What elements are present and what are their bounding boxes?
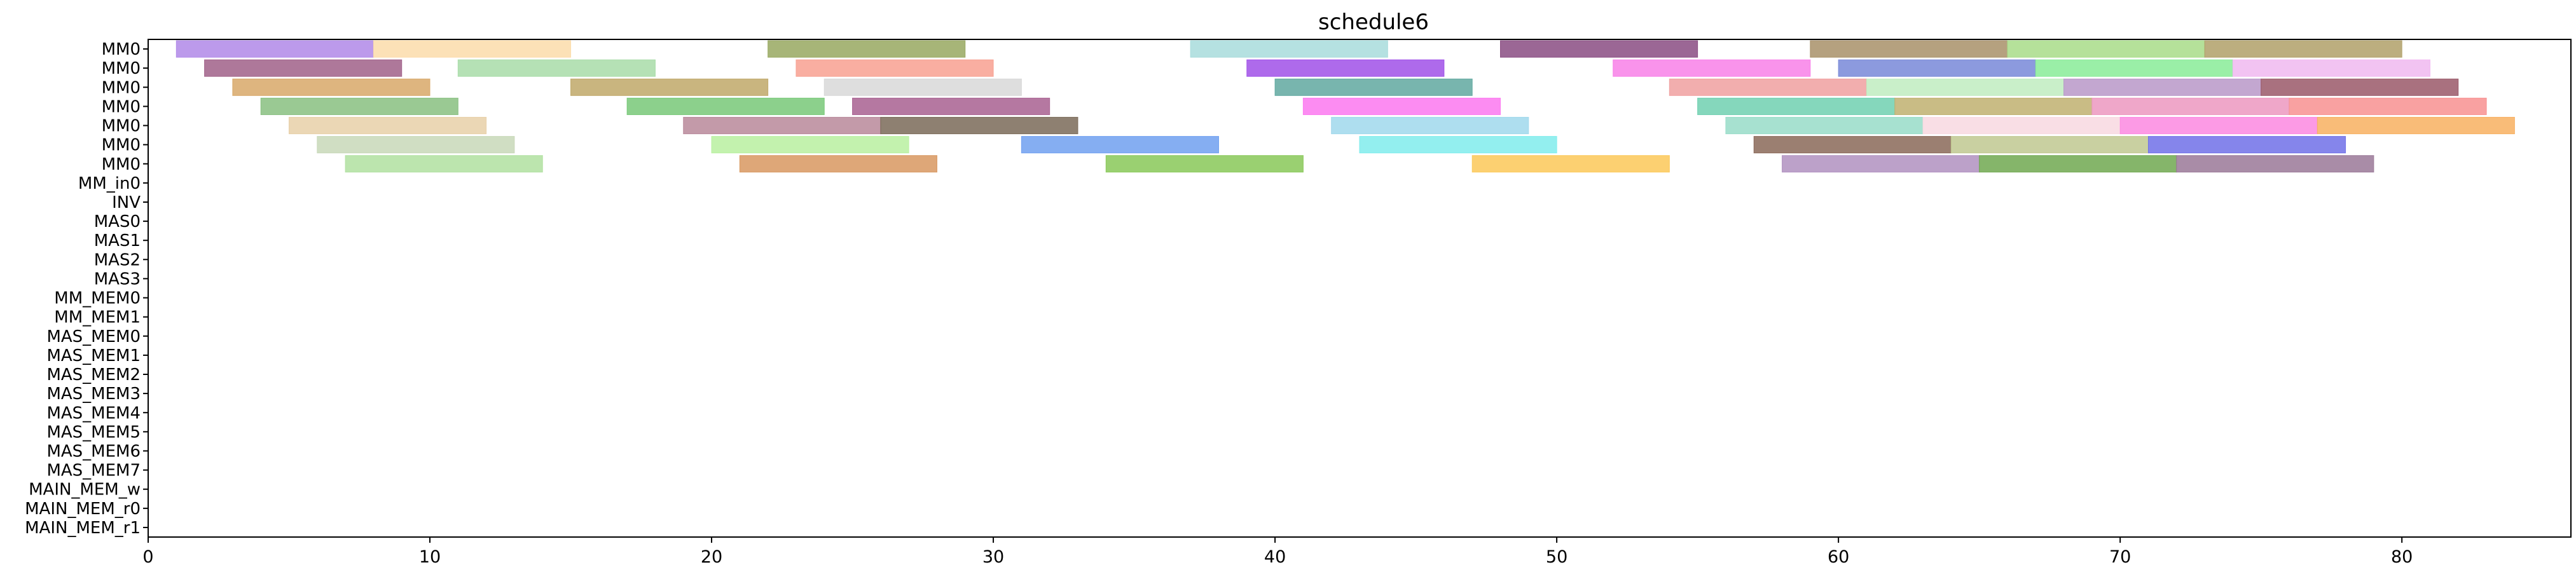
gantt-bar <box>1697 97 1896 115</box>
y-tick-label: MM_MEM0 <box>54 289 141 308</box>
y-tick-label: MM0 <box>102 40 141 59</box>
gantt-bar <box>823 78 1022 96</box>
gantt-bar <box>880 116 1078 135</box>
gantt-bar <box>1471 155 1670 173</box>
gantt-bar <box>711 136 909 154</box>
gantt-bar <box>2232 59 2430 77</box>
y-tick-label: MM0 <box>102 117 141 136</box>
gantt-bar <box>2007 40 2205 58</box>
x-tick-label: 50 <box>1546 547 1567 567</box>
plot-frame <box>148 39 2572 538</box>
x-tick-label: 10 <box>419 547 441 567</box>
gantt-bar <box>1190 40 1388 58</box>
gantt-bar <box>2063 78 2262 96</box>
gantt-bar <box>260 97 458 115</box>
gantt-bar <box>373 40 572 58</box>
gantt-bar <box>2035 59 2233 77</box>
y-tick-label: MAIN_MEM_r1 <box>25 519 141 538</box>
y-tick-label: MAS_MEM1 <box>46 346 141 365</box>
y-tick-label: MAS2 <box>94 250 141 269</box>
gantt-bar <box>1274 78 1473 96</box>
gantt-bar <box>1979 155 2177 173</box>
gantt-bar <box>2091 97 2290 115</box>
x-tick-label: 20 <box>701 547 722 567</box>
gantt-bar <box>1894 97 2093 115</box>
y-axis: MM0MM0MM0MM0MM0MM0MM0MM_in0INVMAS0MAS1MA… <box>25 40 148 538</box>
gantt-bar <box>1838 59 2036 77</box>
bars-layer <box>176 40 2515 173</box>
gantt-bar <box>1669 78 1867 96</box>
x-tick-label: 40 <box>1264 547 1286 567</box>
gantt-bar <box>1500 40 1698 58</box>
gantt-bar <box>2204 40 2402 58</box>
y-tick-label: MM0 <box>102 59 141 78</box>
gantt-bar <box>204 59 403 77</box>
y-tick-label: MAS_MEM5 <box>46 423 141 442</box>
x-tick-label: 60 <box>1828 547 1849 567</box>
gantt-bar <box>289 116 487 135</box>
gantt-bar <box>1331 116 1529 135</box>
y-tick-label: MAS_MEM2 <box>46 365 141 385</box>
gantt-bar <box>626 97 825 115</box>
y-tick-label: MAS_MEM0 <box>46 327 141 346</box>
y-tick-label: MAIN_MEM_w <box>29 480 141 500</box>
gantt-bar <box>176 40 374 58</box>
gantt-bar <box>570 78 769 96</box>
gantt-bar <box>1866 78 2065 96</box>
gantt-bar <box>2119 116 2318 135</box>
gantt-bar <box>1810 40 2008 58</box>
gantt-bar <box>852 97 1050 115</box>
x-axis: 0 10 20 30 40 50 60 70 80 <box>142 537 2413 567</box>
gantt-bar <box>796 59 994 77</box>
gantt-bar <box>317 136 515 154</box>
y-tick-label: MAS_MEM3 <box>46 385 141 404</box>
y-tick-label: MAS3 <box>94 269 141 289</box>
gantt-bar <box>1950 136 2149 154</box>
y-tick-label: INV <box>112 193 141 212</box>
gantt-bar <box>232 78 430 96</box>
gantt-bar <box>2317 116 2515 135</box>
y-tick-label: MAIN_MEM_r0 <box>25 500 141 519</box>
y-tick-label: MM_MEM1 <box>54 308 141 327</box>
y-tick-label: MM0 <box>102 136 141 155</box>
y-tick-label: MAS_MEM6 <box>46 442 141 461</box>
gantt-bar <box>2147 136 2346 154</box>
chart-title: schedule6 <box>1318 10 1429 35</box>
x-tick-label: 80 <box>2391 547 2413 567</box>
x-tick-label: 0 <box>142 547 153 567</box>
gantt-bar <box>2261 78 2459 96</box>
gantt-bar <box>1613 59 1811 77</box>
gantt-bar <box>768 40 966 58</box>
gantt-bar <box>2289 97 2487 115</box>
gantt-bar <box>345 155 543 173</box>
y-tick-label: MAS0 <box>94 212 141 231</box>
y-tick-label: MAS_MEM4 <box>46 404 141 423</box>
y-tick-label: MM0 <box>102 97 141 116</box>
y-tick-label: MAS1 <box>94 231 141 250</box>
gantt-bar <box>1359 136 1557 154</box>
gantt-bar <box>1246 59 1445 77</box>
gantt-bar <box>683 116 881 135</box>
gantt-bar <box>1753 136 1952 154</box>
y-tick-label: MM0 <box>102 155 141 174</box>
gantt-bar <box>2176 155 2374 173</box>
gantt-bar <box>1782 155 1980 173</box>
x-tick-label: 70 <box>2109 547 2131 567</box>
gantt-bar <box>1922 116 2121 135</box>
gantt-bar <box>1021 136 1219 154</box>
gantt-bar <box>739 155 937 173</box>
x-tick-label: 30 <box>982 547 1004 567</box>
gantt-bar <box>1725 116 1924 135</box>
gantt-bar <box>1302 97 1501 115</box>
y-tick-label: MM_in0 <box>78 174 141 193</box>
y-tick-label: MAS_MEM7 <box>46 461 141 480</box>
gantt-bar <box>1105 155 1304 173</box>
gantt-bar <box>457 59 656 77</box>
y-tick-label: MM0 <box>102 78 141 97</box>
